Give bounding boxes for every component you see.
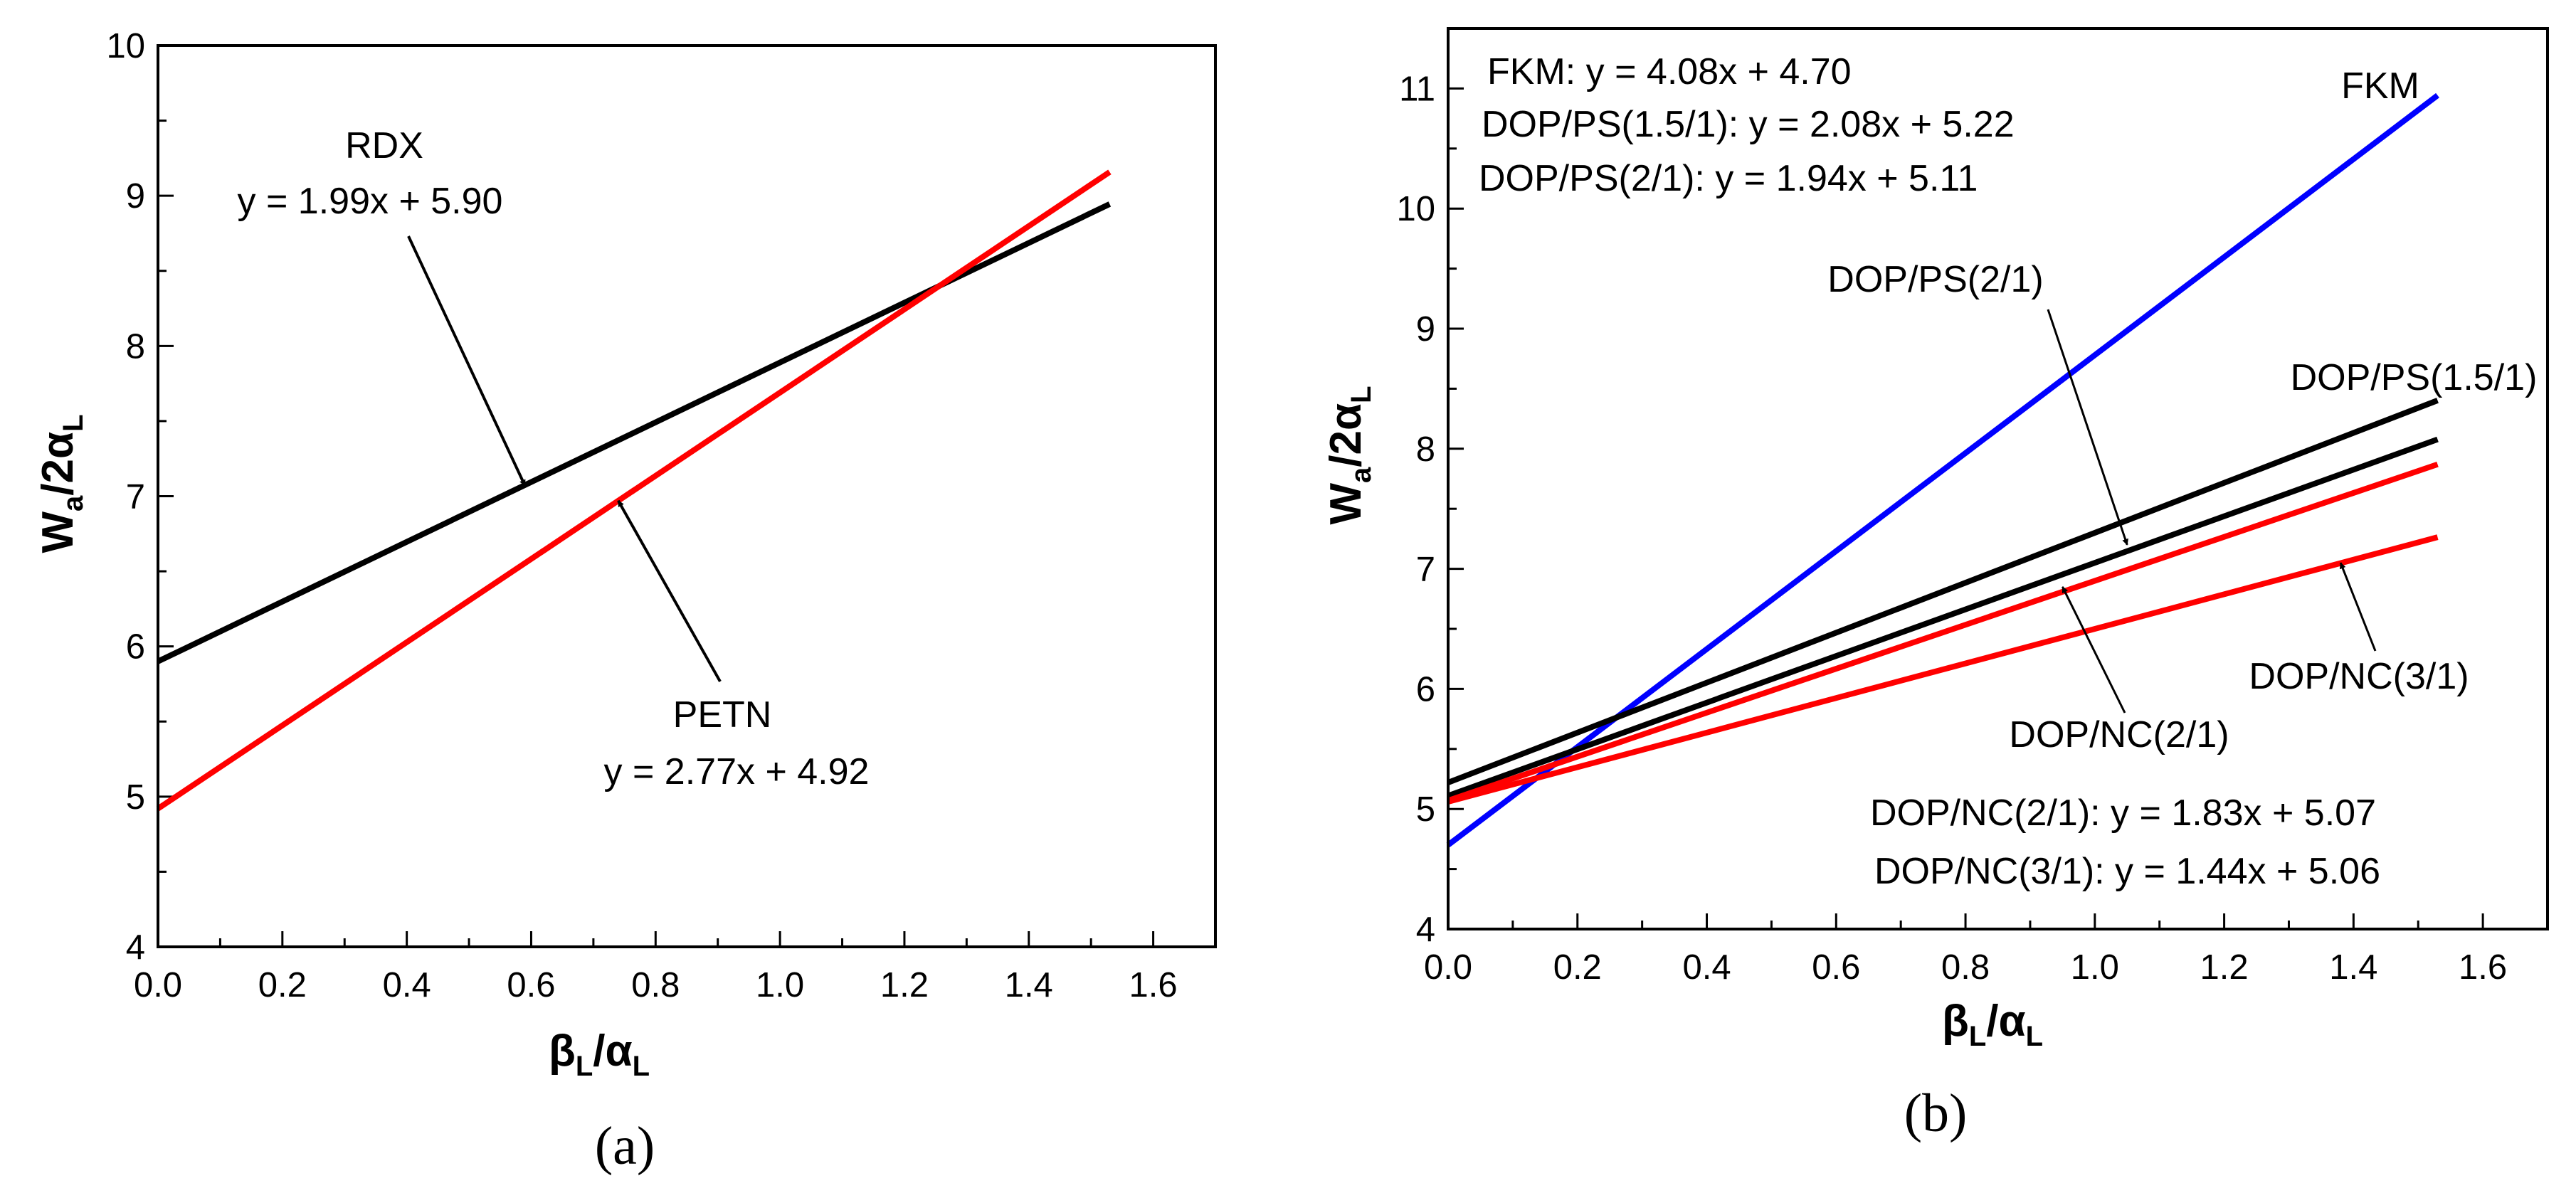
equation-dop-nc-2: DOP/NC(2/1): y = 1.83x + 5.07 — [1870, 792, 2376, 834]
x-tick-label: 1.6 — [2459, 948, 2507, 987]
x-tick-label: 1.2 — [2200, 948, 2249, 987]
plot-frame-a — [157, 44, 1217, 948]
series-line-fkm — [1446, 92, 2439, 848]
x-tick-label: 0.6 — [507, 966, 555, 1004]
x-tick-label: 0.4 — [383, 966, 431, 1004]
x-tick-label: 0.8 — [1941, 948, 1990, 987]
x-tick-label: 1.0 — [756, 966, 804, 1004]
x-axis-title-b: βL/αL — [1942, 997, 2043, 1052]
line-label-fkm: FKM — [2341, 65, 2419, 107]
series-lines-a — [156, 169, 1112, 812]
x-tick-label: 1.4 — [1005, 966, 1053, 1004]
x-tick-label: 0.4 — [1682, 948, 1731, 987]
x-axis-title-a: βL/αL — [549, 1027, 650, 1082]
arrow-dop-ps-2 — [2047, 309, 2128, 546]
y-tick-label: 4 — [126, 928, 145, 967]
y-tick-label: 10 — [1396, 190, 1435, 228]
equation-fkm: FKM: y = 4.08x + 4.70 — [1487, 51, 1852, 92]
series-line-dop-ps-1-5-1 — [1447, 398, 2439, 785]
equation-dop-ps-1-5: DOP/PS(1.5/1): y = 2.08x + 5.22 — [1482, 104, 2015, 145]
annotation-rdx-arrow — [407, 235, 527, 487]
line-label-dop-ps-1-5: DOP/PS(1.5/1) — [2291, 357, 2538, 398]
y-tick-label: 9 — [1416, 310, 1435, 349]
x-tick-label: 1.2 — [880, 966, 929, 1004]
y-tick-label: 8 — [1416, 430, 1435, 469]
series-line-rdx — [157, 201, 1112, 664]
series-line-dop-ps-2-1 — [1447, 436, 2439, 799]
x-tick-label: 0.0 — [1424, 948, 1472, 987]
x-tick-label: 1.6 — [1129, 966, 1178, 1004]
y-tick-label: 11 — [1399, 70, 1435, 108]
annotation-petn-equation: y = 2.77x + 4.92 — [604, 751, 870, 792]
panel-label-b: (b) — [1904, 1083, 1968, 1143]
y-tick-label: 9 — [126, 177, 145, 216]
y-tick-label: 5 — [126, 778, 145, 817]
x-tick-label: 0.2 — [258, 966, 307, 1004]
series-line-petn — [156, 169, 1112, 812]
y-tick-label: 5 — [1416, 790, 1435, 829]
series-line-dop-nc-3-1 — [1447, 534, 2439, 805]
x-tick-label: 0.8 — [631, 966, 680, 1004]
x-tick-labels-b: 0.0 0.2 0.4 0.6 0.8 1.0 1.2 1.4 1.6 — [1424, 948, 2507, 987]
series-line-dop-nc-2-1 — [1447, 461, 2439, 804]
y-tick-label: 7 — [1416, 551, 1435, 589]
arrow-dop-nc-2 — [2062, 586, 2126, 714]
y-tick-label: 10 — [106, 27, 145, 65]
x-tick-label: 0.0 — [134, 966, 182, 1004]
plot-frame-b — [1447, 27, 2549, 930]
annotation-petn-name: PETN — [673, 694, 772, 736]
x-tick-label: 1.0 — [2071, 948, 2119, 987]
series-lines-b — [1446, 92, 2439, 848]
annotation-rdx-equation: y = 1.99x + 5.90 — [238, 181, 503, 222]
y-tick-labels-a: 4 5 6 7 8 9 10 — [106, 27, 145, 967]
y-axis-title-a: Wa/2αL — [33, 414, 89, 553]
panel-label-a: (a) — [595, 1116, 655, 1176]
y-tick-label: 7 — [126, 478, 145, 516]
line-label-dop-nc-3: DOP/NC(3/1) — [2249, 656, 2469, 697]
x-tick-labels-a: 0.0 0.2 0.4 0.6 0.8 1.0 1.2 1.4 1.6 — [134, 966, 1178, 1004]
y-tick-label: 8 — [126, 327, 145, 366]
annotation-rdx-name: RDX — [345, 125, 423, 166]
x-tick-label: 0.6 — [1812, 948, 1860, 987]
equation-dop-nc-3: DOP/NC(3/1): y = 1.44x + 5.06 — [1874, 851, 2380, 892]
y-tick-label: 6 — [126, 628, 145, 667]
y-tick-label: 6 — [1416, 670, 1435, 709]
arrow-dop-nc-3 — [2339, 562, 2377, 652]
y-tick-labels-b: 4 5 6 7 8 9 10 11 — [1396, 70, 1435, 949]
y-axis-title-b: Wa/2αL — [1321, 386, 1377, 524]
y-tick-label: 4 — [1416, 911, 1435, 949]
chart-panel-a: 0.0 0.2 0.4 0.6 0.8 1.0 1.2 1.4 1.6 4 5 6 7 8 9 10 RDX… — [33, 27, 1217, 1176]
equation-dop-ps-2: DOP/PS(2/1): y = 1.94x + 5.11 — [1479, 158, 1978, 199]
line-label-dop-ps-2: DOP/PS(2/1) — [1827, 259, 2043, 300]
line-label-dop-nc-2: DOP/NC(2/1) — [2009, 714, 2229, 755]
x-tick-label: 1.4 — [2329, 948, 2377, 987]
chart-panel-b: 0.0 0.2 0.4 0.6 0.8 1.0 1.2 1.4 1.6 4 5 6 7 8 9 10 11 F… — [1321, 27, 2549, 1143]
annotation-petn-arrow — [617, 499, 722, 682]
x-tick-label: 0.2 — [1553, 948, 1602, 987]
